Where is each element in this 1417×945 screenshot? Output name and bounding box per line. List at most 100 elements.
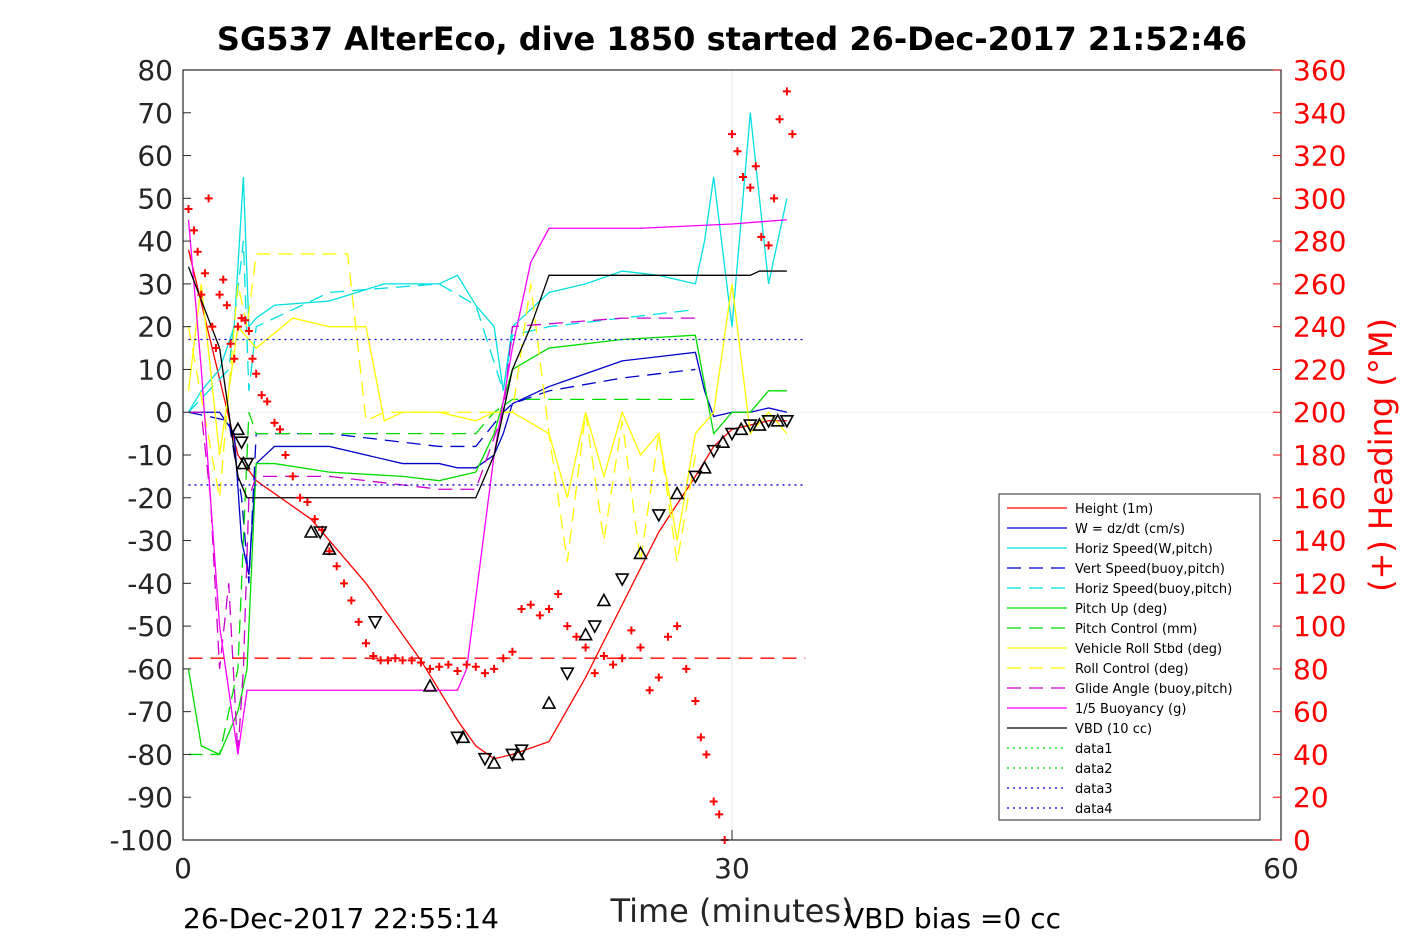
y-tick-label: -20 (127, 482, 173, 515)
legend-entry: Vert Speed(buoy,pitch) (1075, 562, 1225, 577)
heading-point (416, 658, 425, 667)
heading-point (508, 647, 517, 656)
y-right-tick-label: 120 (1293, 567, 1346, 600)
triangle-marker (770, 413, 786, 427)
heading-point (636, 643, 645, 652)
heading-point (193, 247, 202, 256)
heading-point (480, 669, 489, 678)
y-tick-label: -80 (127, 738, 173, 771)
y-right-tick-label: 300 (1293, 182, 1346, 215)
y-tick-label: 10 (137, 353, 173, 386)
y-tick-label: 80 (137, 54, 173, 87)
heading-point (263, 397, 272, 406)
heading-point (252, 369, 261, 378)
triangle-marker (322, 541, 337, 555)
heading-point (303, 498, 312, 507)
y-tick-label: 0 (155, 396, 173, 429)
triangle-marker-layer (230, 413, 795, 769)
y-tick-label: 60 (137, 140, 173, 173)
legend-entry: Horiz Speed(W,pitch) (1075, 542, 1213, 557)
y-tick-label: -60 (127, 653, 173, 686)
heading-point (200, 269, 209, 278)
y-tick-label: 20 (137, 311, 173, 344)
triangle-marker (761, 414, 776, 429)
heading-point (471, 662, 480, 671)
legend-entry: Pitch Control (mm) (1075, 622, 1197, 637)
chart-title: SG537 AlterEco, dive 1850 started 26-Dec… (217, 20, 1247, 58)
triangle-marker (422, 678, 438, 692)
legend-entry: data1 (1075, 742, 1113, 757)
heading-point (572, 632, 581, 641)
series-line-0 (187, 249, 787, 760)
y-tick-label: -50 (127, 610, 173, 643)
heading-point (275, 425, 284, 434)
x-axis: 0 30 60 (174, 830, 1299, 885)
y-tick-label: -90 (127, 781, 173, 814)
y-tick-label: 50 (137, 182, 173, 215)
triangle-marker (669, 485, 685, 500)
heading-point (184, 205, 193, 214)
heading-point (609, 660, 618, 669)
heading-point (354, 617, 363, 626)
heading-point (208, 322, 217, 331)
heading-point (204, 194, 213, 203)
triangle-marker (715, 434, 731, 448)
heading-point (751, 162, 760, 171)
heading-point (654, 673, 663, 682)
footer-timestamp: 26-Dec-2017 22:55:14 (183, 902, 499, 935)
legend-entry: Horiz Speed(buoy,pitch) (1075, 582, 1232, 597)
x-tick-label: 30 (714, 852, 750, 885)
legend-entry: W = dz/dt (cm/s) (1075, 522, 1185, 537)
triangle-marker (477, 752, 493, 767)
triangle-marker (234, 436, 249, 450)
heading-point (462, 660, 471, 669)
triangle-marker (752, 417, 767, 431)
legend-entry: Glide Angle (buoy,pitch) (1075, 682, 1233, 697)
heading-point (563, 622, 572, 631)
x-axis-label: Time (minutes) (610, 892, 854, 930)
heading-point (746, 183, 755, 192)
heading-point (332, 562, 341, 571)
heading-point (383, 656, 392, 665)
heading-point (230, 354, 239, 363)
heading-point (535, 611, 544, 620)
triangle-marker (450, 731, 465, 746)
heading-point (362, 639, 370, 648)
heading-point (702, 750, 711, 759)
legend-entry: VBD (10 cc) (1075, 722, 1152, 737)
heading-point (738, 172, 747, 181)
y-right-tick-label: 80 (1293, 653, 1329, 686)
x-tick-label: 0 (174, 852, 192, 885)
heading-point (215, 290, 224, 299)
heading-point (189, 226, 198, 235)
heading-point (490, 664, 499, 673)
y-right-tick-label: 360 (1293, 54, 1346, 87)
heading-point (219, 275, 228, 284)
legend-entry: Pitch Up (deg) (1075, 602, 1167, 617)
heading-point (226, 339, 235, 348)
y-tick-label: -30 (127, 525, 173, 558)
y-tick-label: 40 (137, 225, 173, 258)
y-tick-label: 30 (137, 268, 173, 301)
heading-point (241, 316, 250, 325)
triangle-marker (367, 616, 383, 630)
triangle-marker (633, 545, 648, 560)
y-right-tick-label: 220 (1293, 353, 1346, 386)
series-line-3 (188, 368, 696, 584)
triangle-marker (733, 421, 749, 436)
y-right-tick-label: 320 (1293, 140, 1346, 173)
heading-point (775, 115, 784, 124)
series-line-6 (188, 398, 696, 756)
triangle-marker (587, 620, 603, 634)
y-axis-left: 80 70 60 50 40 30 20 10 0 -10 -20 -30 -40 -50 -60 -70 -8… (109, 54, 191, 857)
heading-point (696, 733, 705, 742)
triangle-marker (651, 509, 667, 523)
heading-point (244, 326, 253, 335)
y-right-tick-label: 240 (1293, 311, 1346, 344)
heading-point (369, 652, 378, 661)
y-right-tick-label: 180 (1293, 439, 1346, 472)
heading-point (728, 130, 736, 139)
heading-point (764, 241, 773, 250)
y-right-tick-label: 140 (1293, 525, 1346, 558)
x-tick-label: 60 (1263, 852, 1299, 885)
